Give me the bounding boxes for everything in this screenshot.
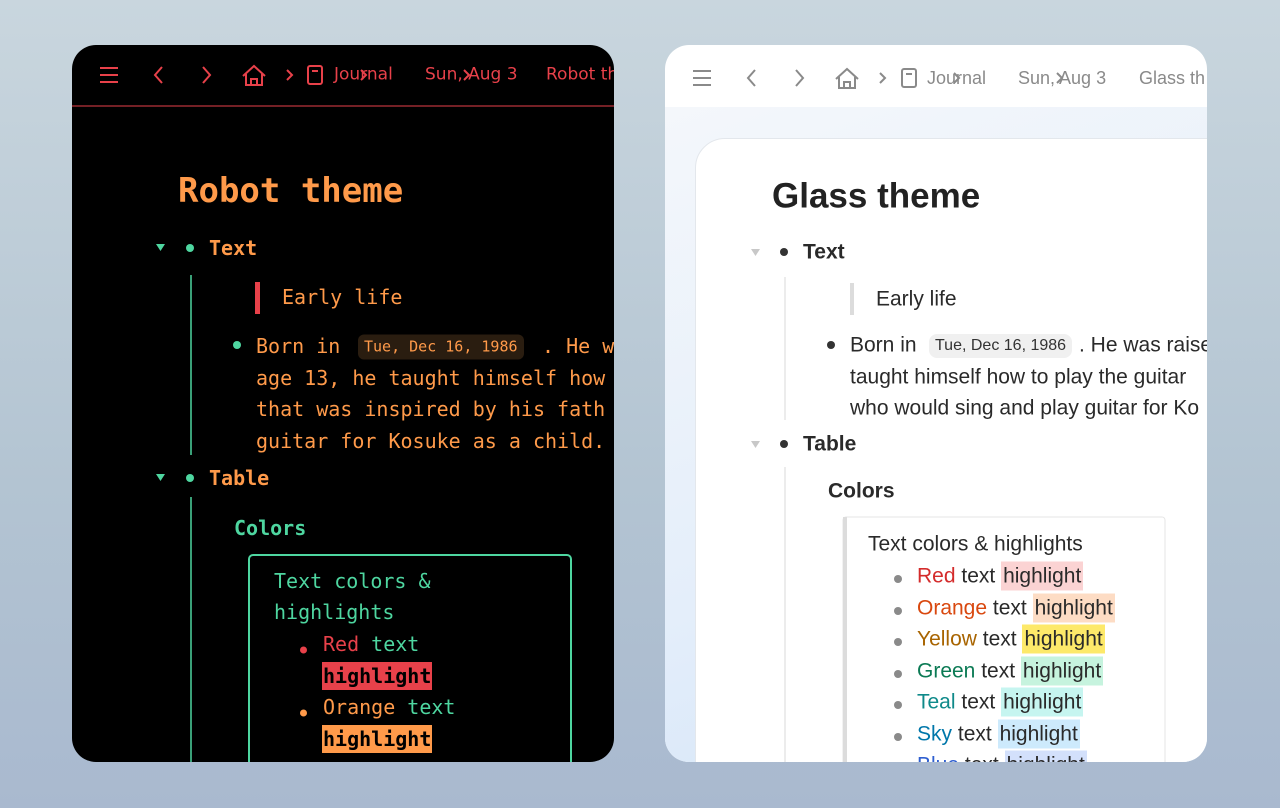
page-title: Robot theme <box>178 171 404 211</box>
sub-heading: Colors <box>234 516 307 540</box>
glass-panel: Journal Sun, Aug 3 Glass th Glass theme … <box>665 45 1207 762</box>
breadcrumb[interactable]: Glass th <box>1139 68 1206 88</box>
block-heading: Text <box>209 236 258 260</box>
breadcrumb[interactable]: Journal <box>334 64 393 85</box>
plain-word: text <box>965 754 999 763</box>
bullet <box>894 638 902 646</box>
bullet <box>300 646 307 654</box>
paragraph-text: that was inspired by his fath <box>256 397 606 421</box>
box-title: highlights <box>274 600 395 624</box>
breadcrumb[interactable]: Journal <box>927 68 987 88</box>
paragraph-text: age 13, he taught himself how <box>256 366 606 390</box>
sub-heading: Colors <box>828 479 895 503</box>
page-title: Glass theme <box>772 176 981 216</box>
box-title: Text colors & <box>274 569 431 593</box>
color-word: Orange <box>323 695 396 719</box>
list-item: Sky text highlight <box>917 719 1080 748</box>
breadcrumb[interactable]: Robot th <box>546 64 614 85</box>
list-item: Orange text <box>323 697 455 717</box>
plain-word: text <box>407 695 456 719</box>
paragraph-text: . He was raise <box>1079 333 1207 357</box>
plain-word: text <box>992 596 1027 619</box>
list-item: Teal text highlight <box>917 687 1084 717</box>
paragraph-text: taught himself how to play the guitar <box>850 365 1187 389</box>
plain-word: text <box>957 722 992 745</box>
box-title: Text colors & highlights <box>868 532 1083 556</box>
plain-word: text <box>371 632 420 656</box>
breadcrumb[interactable]: Sun, Aug 3 <box>425 64 518 85</box>
block-heading: Table <box>209 466 270 490</box>
highlight: highlight <box>1001 561 1084 591</box>
list-item: Red text <box>323 634 419 654</box>
date-pill[interactable]: Tue, Dec 16, 1986 <box>929 334 1073 358</box>
color-word: Blue <box>917 754 959 763</box>
list-item: Blue text highlight <box>917 750 1087 763</box>
quote: Early life <box>282 285 403 309</box>
highlight: highlight <box>1001 687 1084 717</box>
highlight: highlight <box>1032 593 1115 622</box>
highlight: highlight <box>1020 656 1104 685</box>
bullet <box>894 575 902 583</box>
robot-panel: Journal Sun, Aug 3 Robot th Robot theme … <box>72 45 614 762</box>
glass-outline-decor <box>751 248 1166 762</box>
color-word: Orange <box>917 596 988 619</box>
robot-header-icons <box>72 64 614 107</box>
highlight: highlight <box>322 662 433 690</box>
paragraph-text: . He w <box>542 334 614 358</box>
breadcrumb[interactable]: Sun, Aug 3 <box>1018 68 1107 88</box>
color-word: Red <box>323 632 360 656</box>
plain-word: text <box>982 627 1017 651</box>
block-heading: Text <box>803 240 845 264</box>
color-word: Yellow <box>917 627 977 651</box>
list-item: Green text highlight <box>917 656 1104 685</box>
color-word: Red <box>917 564 956 588</box>
bullet <box>894 669 902 678</box>
list-item: Yellow text highlight <box>917 624 1105 654</box>
highlight: highlight <box>997 719 1080 748</box>
block-heading: Table <box>803 432 857 456</box>
plain-word: text <box>961 690 996 714</box>
bullet <box>894 606 902 615</box>
paragraph-text: who would sing and play guitar for Ko <box>850 396 1200 420</box>
bullet <box>894 701 902 709</box>
color-word: Green <box>917 659 976 682</box>
color-word: Teal <box>917 690 956 714</box>
paragraph-text: Born in <box>850 333 917 357</box>
color-word: Sky <box>917 722 953 745</box>
list-item: Orange text highlight <box>917 593 1115 622</box>
paragraph-text: guitar for Kosuke as a child. <box>256 429 606 453</box>
robot-outline-decor <box>156 244 572 762</box>
list-item: Red text highlight <box>917 561 1084 591</box>
highlight: highlight <box>1022 624 1105 654</box>
plain-word: text <box>981 659 1016 682</box>
plain-word: text <box>961 564 996 588</box>
paragraph-text: Born in <box>256 334 341 358</box>
bullet <box>894 732 902 741</box>
glass-header-icons <box>693 67 1064 89</box>
bullet <box>300 709 307 717</box>
highlight: highlight <box>322 725 433 753</box>
date-pill[interactable]: Tue, Dec 16, 1986 <box>358 334 524 360</box>
highlight: highlight <box>1004 750 1087 762</box>
quote: Early life <box>876 287 957 311</box>
